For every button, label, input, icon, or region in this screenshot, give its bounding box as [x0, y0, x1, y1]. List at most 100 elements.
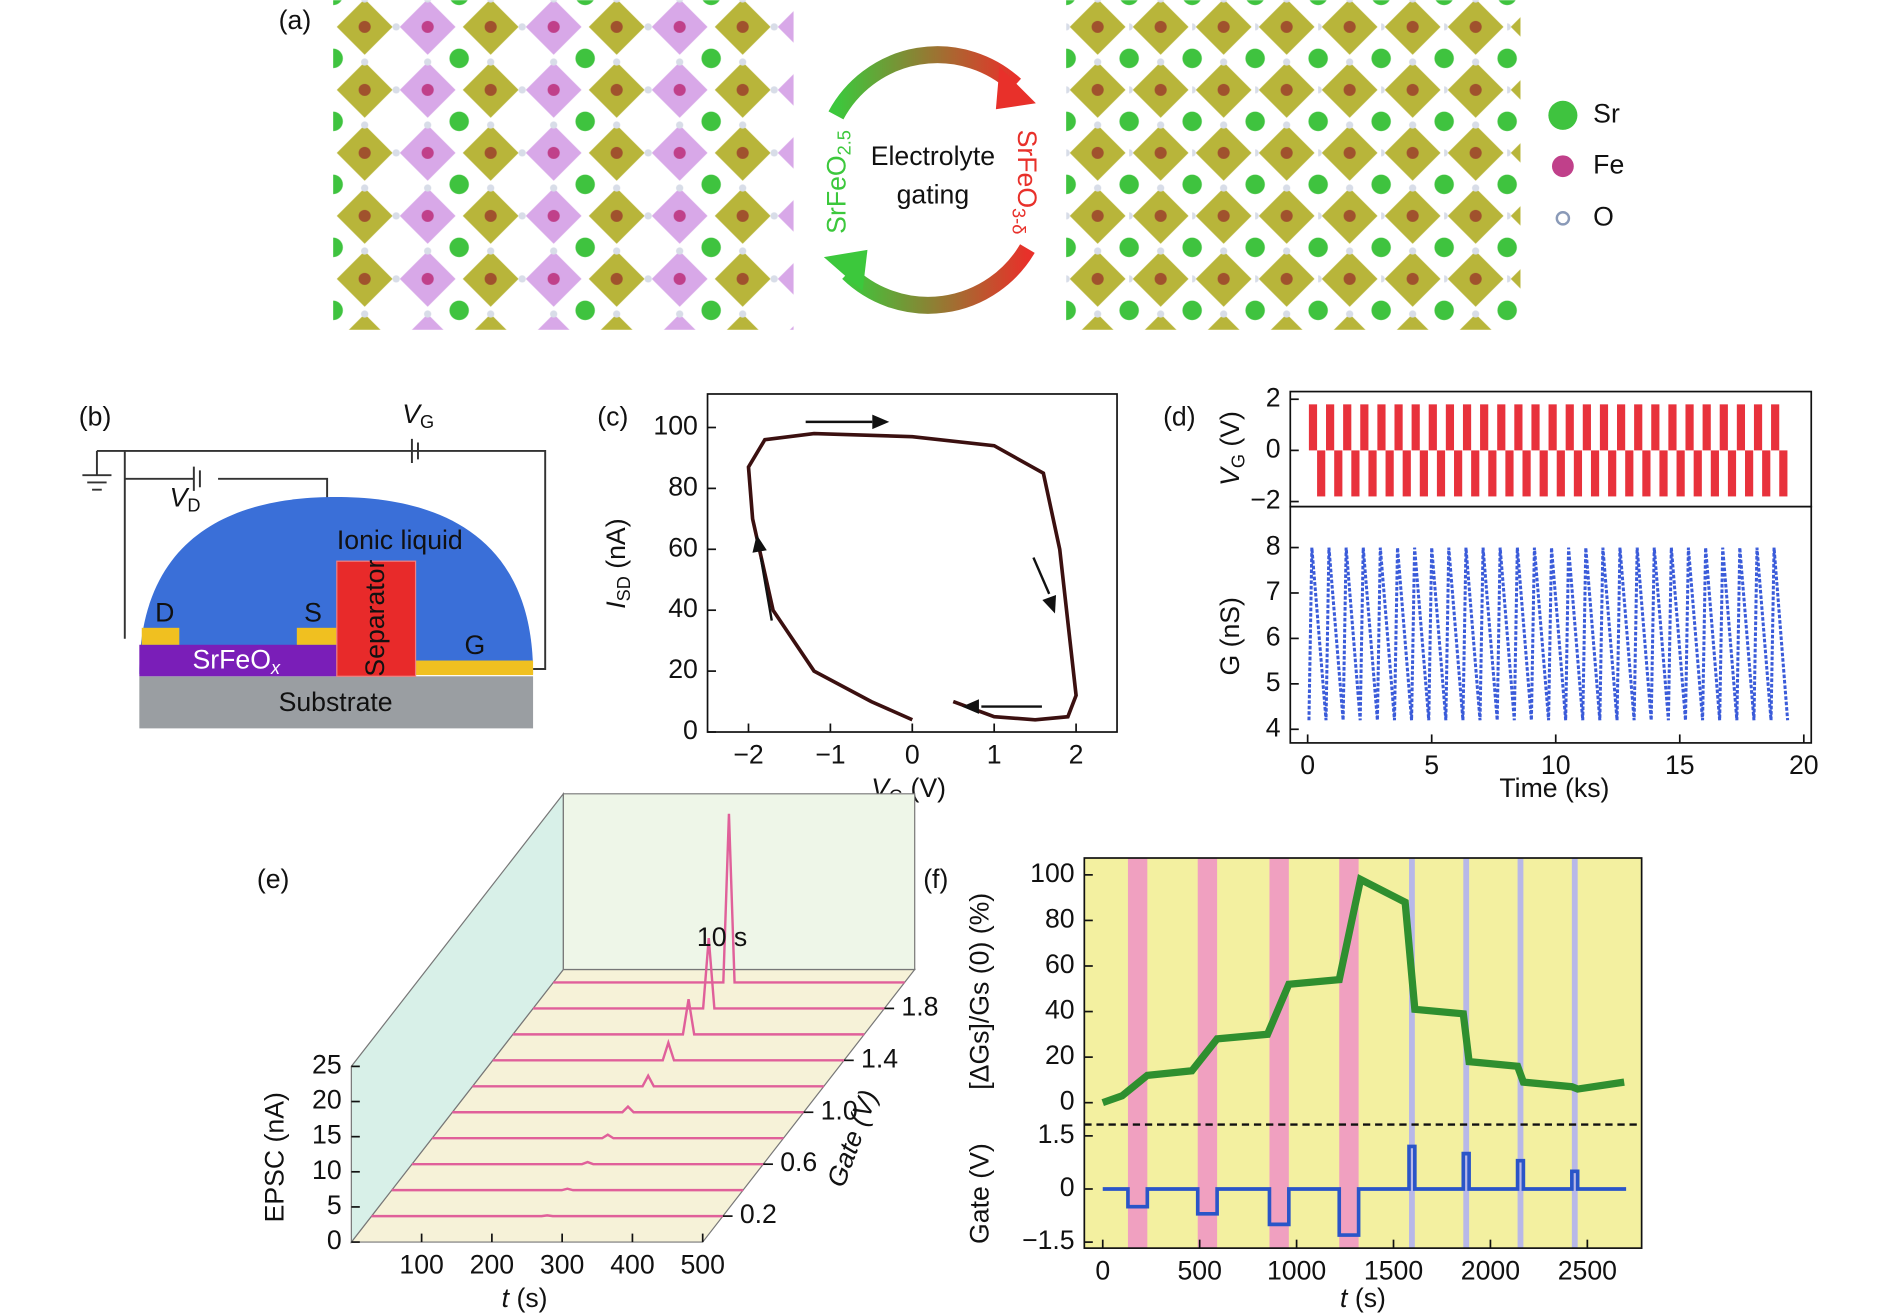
pulse-high	[1360, 404, 1369, 451]
pulse-low	[1368, 450, 1377, 497]
legend-label: Fe	[1593, 149, 1624, 179]
pulse-low	[1779, 450, 1788, 497]
phase-label-part: 2.5	[834, 130, 854, 155]
x-tick-label: 2500	[1558, 1255, 1617, 1285]
x-tick-label: 1000	[1267, 1255, 1326, 1285]
x-axis-label-part: (s)	[509, 1283, 547, 1313]
direction-arrow-head	[872, 414, 890, 430]
pulse-low	[1419, 450, 1428, 497]
x-tick-label: 300	[540, 1249, 584, 1279]
panel-label: (c)	[597, 401, 628, 431]
potentiation-band	[1127, 858, 1148, 1249]
y-tick-label: 0	[683, 715, 698, 745]
pulse-high	[1617, 404, 1626, 451]
direction-arrow-head	[961, 699, 979, 714]
direction-arrow	[1032, 557, 1051, 595]
y-tick-label: 7	[1266, 576, 1281, 606]
x-tick-label: 5	[1424, 750, 1439, 780]
phase-label-part: SrFeO	[821, 155, 851, 233]
y-tick-label: 0	[1060, 1172, 1075, 1202]
x-axis-label-part: t	[1340, 1283, 1349, 1313]
pulse-high	[1685, 404, 1694, 451]
back-wall	[562, 793, 916, 971]
conductance	[1307, 547, 1790, 721]
y-tick-label: 40	[668, 593, 698, 623]
trace	[512, 999, 865, 1036]
panel-label: (f)	[923, 864, 948, 894]
pulse-low	[1762, 450, 1771, 497]
electrode	[296, 627, 337, 645]
pulse-high	[1599, 404, 1609, 451]
lattice-right	[1066, 0, 1521, 330]
y-axis-label-part: V	[1215, 466, 1245, 486]
vd-label-part: V	[170, 482, 190, 512]
pulse-high	[1343, 404, 1352, 451]
electrode-label: G	[465, 630, 486, 660]
y-tick-label: 25	[312, 1049, 342, 1079]
pulse-high	[1462, 404, 1472, 451]
y-tick-label: 15	[312, 1120, 342, 1150]
pulse-low	[1556, 450, 1565, 497]
liquid-label: Ionic liquid	[337, 525, 463, 555]
x-tick-label: 2000	[1461, 1255, 1520, 1285]
trace	[432, 1133, 784, 1140]
trace	[472, 1073, 824, 1088]
y-tick-label: 20	[668, 654, 698, 684]
y-axis-label-part: (V)	[1215, 411, 1245, 454]
z-tick-label: 1.0	[821, 1095, 858, 1125]
phase-label-part: 3-δ	[1009, 208, 1029, 234]
pulse-low	[1454, 450, 1463, 497]
pulse-low	[1608, 450, 1617, 497]
separator-label: Separator	[360, 560, 390, 677]
y-tick-label: 0	[1266, 433, 1281, 463]
phase-label: SrFeO3-δ	[1009, 130, 1042, 235]
legend-label: Sr	[1593, 98, 1620, 128]
x-tick-label: 500	[680, 1249, 724, 1279]
pulse-low	[1317, 450, 1326, 497]
pulse-low	[1659, 450, 1668, 497]
pulse-low	[1488, 450, 1497, 497]
pulse-low	[1693, 450, 1702, 497]
film-label-part: SrFeO	[192, 645, 270, 675]
pulse-high	[1377, 404, 1386, 451]
pulse-low	[1625, 450, 1634, 497]
plot-frame	[1289, 505, 1813, 744]
y-axis-label-part: (nA)	[601, 518, 631, 576]
pulse-high	[1548, 404, 1557, 451]
x-tick-label: 2	[1069, 739, 1084, 769]
loop	[746, 431, 1078, 722]
trace	[411, 1160, 764, 1166]
panel-label: (e)	[257, 864, 290, 894]
y-axis-label: EPSC (nA)	[259, 1092, 289, 1222]
lattice-left	[333, 0, 794, 330]
pulse-high	[1531, 404, 1540, 451]
trace	[492, 1038, 845, 1062]
conductance	[1101, 874, 1625, 1107]
phase-label: SrFeO2.5	[821, 130, 854, 234]
electrode-label: S	[304, 598, 322, 628]
depression-band	[1517, 858, 1524, 1249]
y-axis-label: Gate (V)	[964, 1143, 994, 1244]
pulse-low	[1539, 450, 1548, 497]
film-label-part: x	[270, 658, 281, 678]
y-axis-label-part: SD	[614, 576, 634, 601]
inset-label: 10 s	[697, 922, 747, 952]
vd-label-part: D	[187, 495, 200, 515]
substrate-label: Substrate	[279, 687, 393, 717]
panel-a	[333, 0, 1578, 330]
pulse-low	[1745, 450, 1754, 497]
gating-label: Electrolyte	[871, 141, 995, 171]
pulse-high	[1565, 404, 1574, 451]
pulse-high	[1651, 404, 1660, 451]
arrow	[828, 46, 1022, 120]
y-tick-label: 80	[1045, 903, 1075, 933]
pulse-low	[1505, 450, 1514, 497]
x-tick-label: −2	[733, 739, 763, 769]
film	[139, 644, 337, 677]
legend-o	[1555, 211, 1571, 226]
pulse-low	[1351, 450, 1360, 497]
pulse-high	[1668, 404, 1677, 451]
gate-voltage	[1102, 1144, 1627, 1237]
pulse-high	[1514, 404, 1523, 451]
